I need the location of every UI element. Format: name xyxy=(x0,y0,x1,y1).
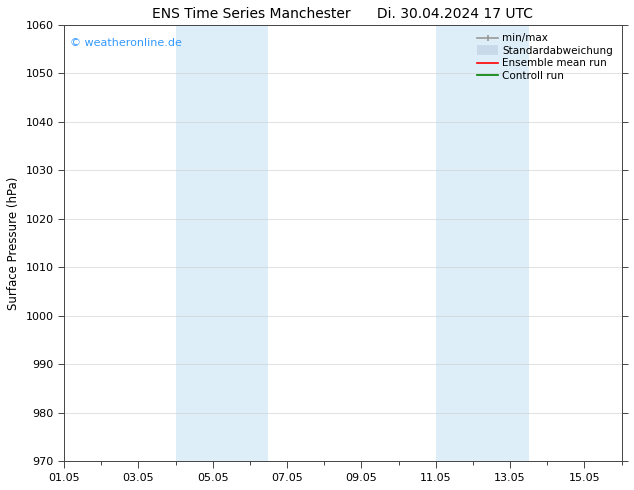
Text: © weatheronline.de: © weatheronline.de xyxy=(70,38,181,48)
Title: ENS Time Series Manchester      Di. 30.04.2024 17 UTC: ENS Time Series Manchester Di. 30.04.202… xyxy=(152,7,533,21)
Bar xyxy=(436,25,529,461)
Legend: min/max, Standardabweichung, Ensemble mean run, Controll run: min/max, Standardabweichung, Ensemble me… xyxy=(474,30,616,84)
Bar xyxy=(176,25,268,461)
Y-axis label: Surface Pressure (hPa): Surface Pressure (hPa) xyxy=(7,176,20,310)
